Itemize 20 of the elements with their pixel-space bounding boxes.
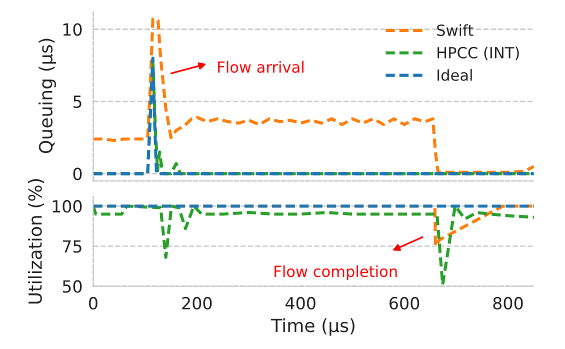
legend-label: HPCC (INT): [438, 46, 519, 60]
annotation: Flow completion: [274, 265, 397, 280]
line-series: [93, 18, 534, 174]
x-tick-label: 200: [182, 296, 212, 310]
y-tick-label: 50: [62, 280, 82, 293]
y-axis-title: Utilization (%): [28, 179, 44, 304]
x-tick-label: 600: [390, 296, 420, 310]
legend-label: Ideal: [438, 69, 472, 81]
y-tick-label: 0: [73, 168, 82, 180]
x-tick-label: 800: [493, 296, 523, 310]
y-tick-label: 75: [62, 240, 82, 253]
x-tick-label: 0: [89, 296, 98, 310]
y-axis-title: Queuing (μs): [38, 38, 56, 154]
y-tick-label: 10: [63, 23, 82, 36]
legend-label: Swift: [437, 24, 474, 36]
y-tick-label: 100: [52, 200, 82, 213]
y-tick-label: 5: [73, 96, 82, 108]
x-axis-title: Time (μs): [271, 318, 354, 336]
x-tick-label: 400: [286, 296, 316, 310]
annotation: Flow arrival: [218, 61, 304, 73]
